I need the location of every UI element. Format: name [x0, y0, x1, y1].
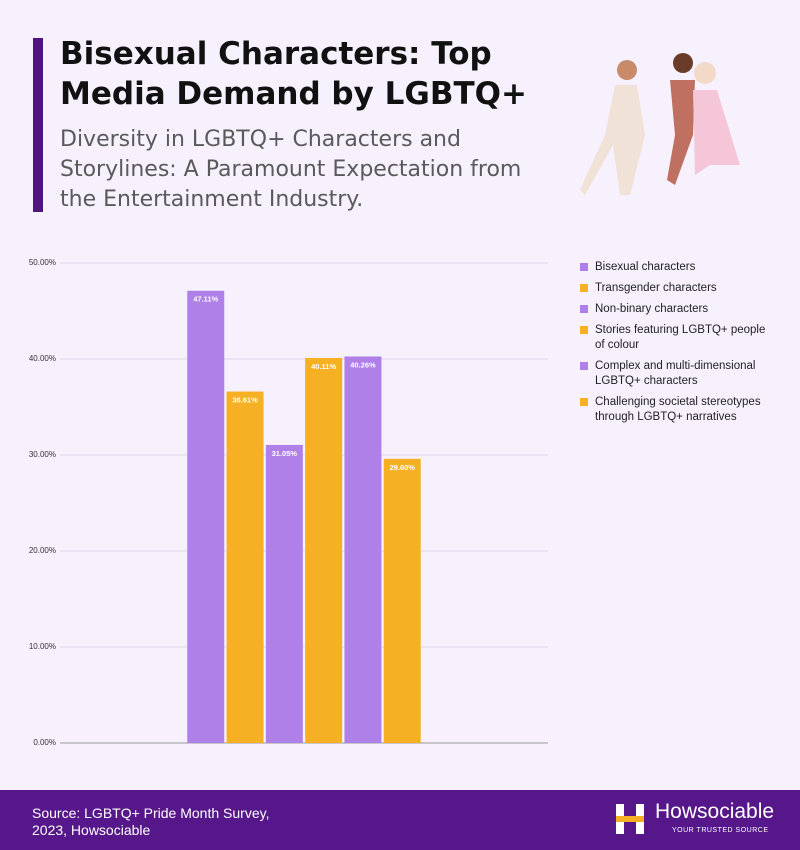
legend-label: Non-binary characters	[595, 303, 709, 315]
accent-bar	[33, 38, 43, 212]
y-tick-label: 0.00%	[33, 738, 56, 747]
legend-item: Non-binary characters	[580, 302, 770, 317]
legend-swatch	[580, 284, 588, 292]
bar	[265, 444, 303, 743]
value-label: 40.26%	[350, 360, 376, 369]
bar	[187, 290, 225, 743]
legend-item: Bisexual characters	[580, 260, 770, 275]
legend-item: Complex and multi-dimensional LGBTQ+ cha…	[580, 359, 770, 389]
y-tick-label: 40.00%	[29, 354, 56, 363]
bar	[344, 356, 382, 743]
source: Source: LGBTQ+ Pride Month Survey, 2023,…	[32, 805, 270, 838]
legend-label: Stories featuring LGBTQ+ people of colou…	[595, 324, 766, 351]
y-tick-label: 50.00%	[29, 258, 56, 267]
legend-label: Transgender characters	[595, 282, 717, 294]
legend-label: Bisexual characters	[595, 261, 696, 273]
bar	[226, 391, 264, 743]
illustration	[580, 53, 740, 195]
legend-item: Transgender characters	[580, 281, 770, 296]
value-label: 36.61%	[232, 396, 258, 405]
chart: 0.00% 10.00% 20.00% 30.00% 40.00% 50.00% 47.11…	[29, 258, 548, 747]
value-label: 29.60%	[390, 463, 416, 472]
legend-swatch	[580, 362, 588, 370]
brand: Howsociable	[655, 800, 775, 823]
legend-label: Challenging societal stereotypes through…	[595, 396, 761, 423]
y-tick-label: 10.00%	[29, 642, 56, 651]
legend-swatch	[580, 398, 588, 406]
value-label: 31.05%	[272, 449, 298, 458]
bar	[383, 458, 421, 743]
legend-swatch	[580, 263, 588, 271]
legend-item: Stories featuring LGBTQ+ people of colou…	[580, 323, 770, 353]
y-tick-label: 30.00%	[29, 450, 56, 459]
legend-swatch	[580, 326, 588, 334]
bar	[305, 357, 343, 743]
subtitle: Diversity in LGBTQ+ Characters and Story…	[60, 127, 522, 212]
tagline: YOUR TRUSTED SOURCE	[672, 827, 769, 834]
legend: Bisexual characters Transgender character…	[580, 260, 770, 431]
value-label: 40.11%	[311, 362, 336, 371]
footer: Source: LGBTQ+ Pride Month Survey, 2023,…	[0, 790, 800, 850]
legend-item: Challenging societal stereotypes through…	[580, 395, 770, 425]
logo-icon	[616, 804, 644, 834]
legend-label: Complex and multi-dimensional LGBTQ+ cha…	[595, 360, 756, 387]
legend-swatch	[580, 305, 588, 313]
y-tick-label: 20.00%	[29, 546, 56, 555]
value-label: 47.11%	[193, 295, 218, 304]
title: Bisexual Characters: Top Media Demand by…	[60, 36, 527, 112]
